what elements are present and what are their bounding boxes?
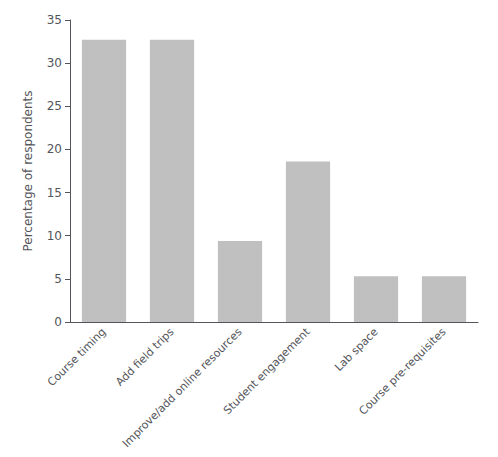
- svg-text:25: 25: [47, 99, 62, 113]
- svg-text:20: 20: [47, 142, 62, 156]
- svg-text:Add field trips: Add field trips: [113, 325, 176, 388]
- svg-text:30: 30: [47, 56, 62, 70]
- svg-text:Course timing: Course timing: [45, 325, 109, 389]
- svg-text:35: 35: [47, 13, 62, 27]
- svg-text:15: 15: [47, 186, 62, 200]
- svg-text:Percentage of respondents: Percentage of respondents: [21, 90, 35, 251]
- svg-text:Course pre-requisites: Course pre-requisites: [356, 325, 448, 417]
- svg-text:0: 0: [54, 315, 62, 329]
- svg-text:10: 10: [47, 229, 62, 243]
- svg-text:Improve/add online resources: Improve/add online resources: [120, 325, 245, 450]
- svg-text:5: 5: [54, 272, 62, 286]
- svg-text:Lab space: Lab space: [332, 325, 381, 374]
- svg-text:Student engagement: Student engagement: [221, 325, 313, 417]
